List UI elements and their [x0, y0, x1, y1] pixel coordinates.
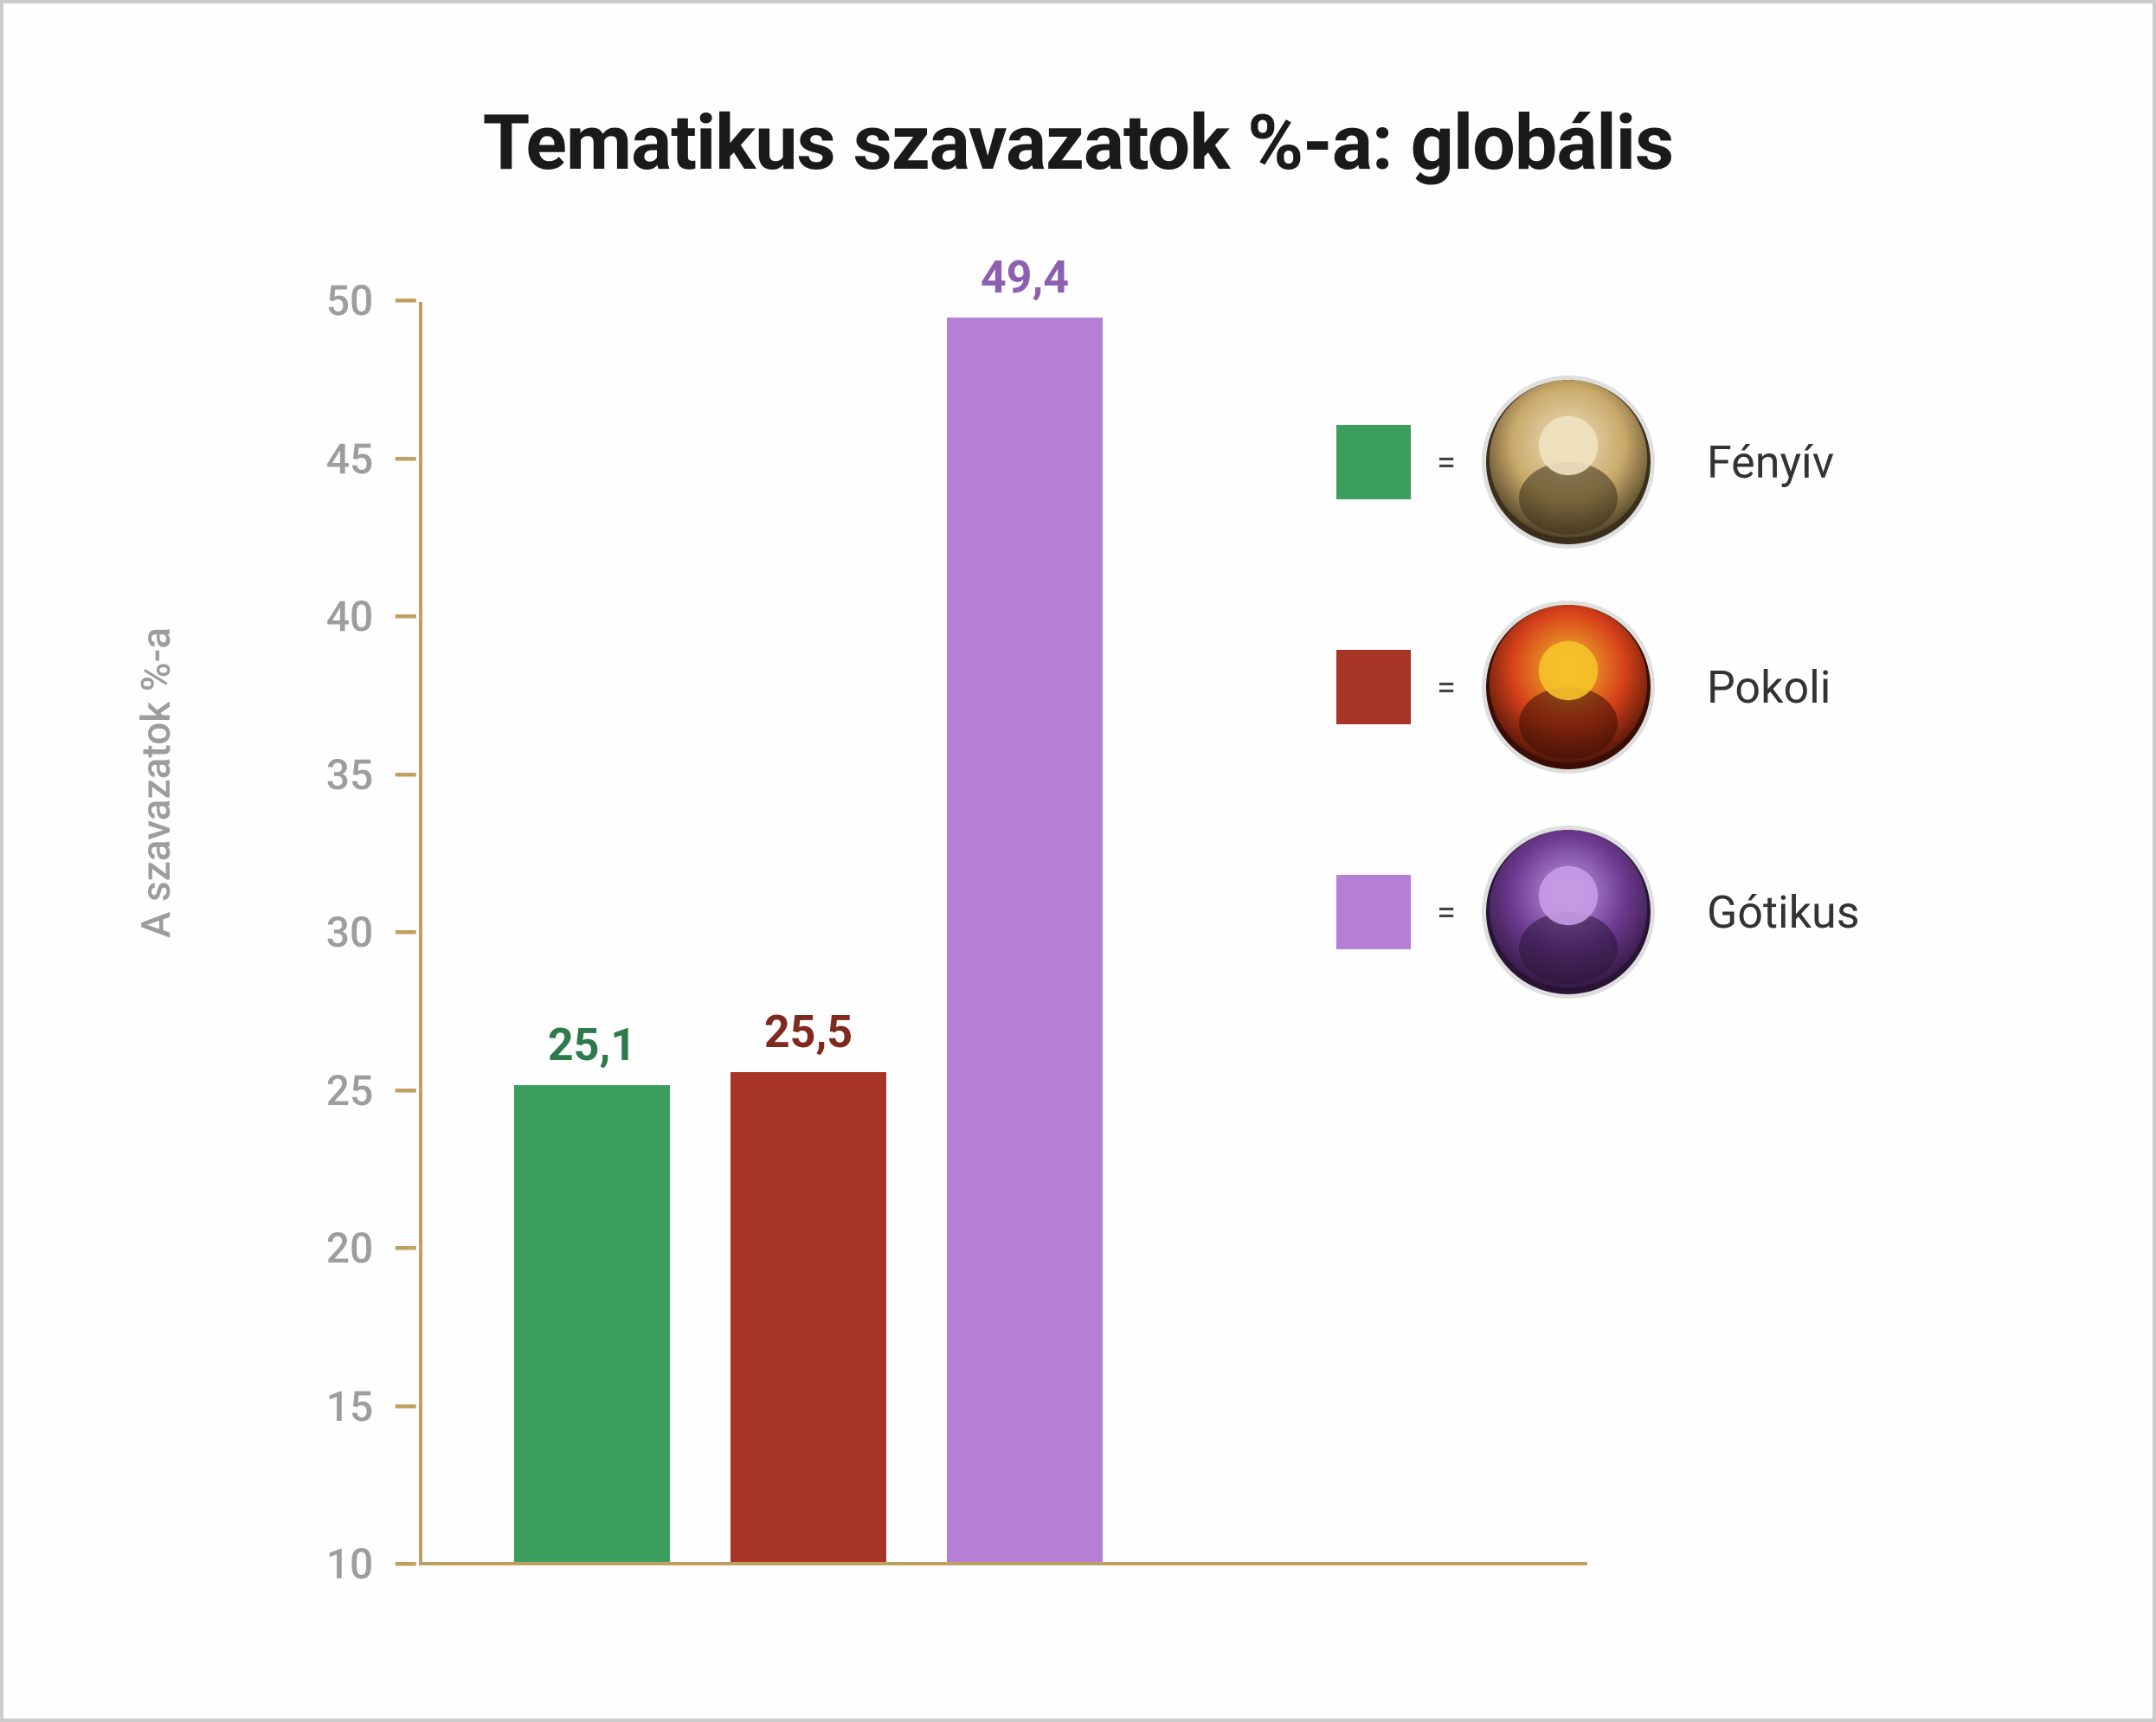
y-tick: 40 – — [306, 592, 419, 641]
legend-swatch-pokoli — [1336, 650, 1411, 724]
avatar-art-icon — [1486, 830, 1651, 994]
legend-label-pokoli: Pokoli — [1655, 661, 2046, 714]
legend-avatar-pokoli — [1482, 601, 1655, 774]
legend: = Fényív = Pokoli = Gótikus — [1336, 350, 2046, 1025]
legend-equals: = — [1411, 892, 1482, 933]
y-tick: 45 – — [306, 434, 419, 484]
y-tick: 20 – — [306, 1224, 419, 1273]
chart-plot-area: 10 –15 –20 –25 –30 –35 –40 –45 –50 –25,1… — [419, 302, 1215, 1565]
y-tick: 10 – — [306, 1539, 419, 1589]
bar-label-gotikus: 49,4 — [912, 251, 1137, 304]
y-tick: 30 – — [306, 908, 419, 957]
y-tick: 25 – — [306, 1066, 419, 1115]
legend-avatar-gotikus — [1482, 826, 1655, 999]
legend-equals: = — [1411, 442, 1482, 483]
chart-frame: Tematikus szavazatok %-a: globális A sza… — [0, 0, 2156, 1722]
bar-fenyiv — [514, 1085, 670, 1562]
legend-item-pokoli: = Pokoli — [1336, 575, 2046, 800]
y-axis-line — [419, 302, 422, 1565]
x-axis-line — [419, 1562, 1587, 1565]
legend-label-fenyiv: Fényív — [1655, 436, 2046, 489]
avatar-art-icon — [1486, 605, 1651, 769]
y-tick: 15 – — [306, 1382, 419, 1431]
legend-item-fenyiv: = Fényív — [1336, 350, 2046, 575]
bar-label-fenyiv: 25,1 — [479, 1018, 705, 1071]
y-tick: 35 – — [306, 750, 419, 800]
legend-equals: = — [1411, 667, 1482, 708]
bar-label-pokoli: 25,5 — [696, 1006, 921, 1058]
bar-pokoli — [730, 1072, 886, 1562]
legend-avatar-fenyiv — [1482, 376, 1655, 549]
legend-label-gotikus: Gótikus — [1655, 886, 2046, 939]
legend-swatch-fenyiv — [1336, 425, 1411, 499]
y-tick: 50 – — [306, 276, 419, 325]
avatar-art-icon — [1486, 380, 1651, 544]
bar-gotikus — [947, 318, 1103, 1562]
legend-item-gotikus: = Gótikus — [1336, 800, 2046, 1025]
chart-title: Tematikus szavazatok %-a: globális — [3, 99, 2153, 188]
legend-swatch-gotikus — [1336, 875, 1411, 949]
y-axis-label: A szavazatok %-a — [133, 627, 180, 938]
